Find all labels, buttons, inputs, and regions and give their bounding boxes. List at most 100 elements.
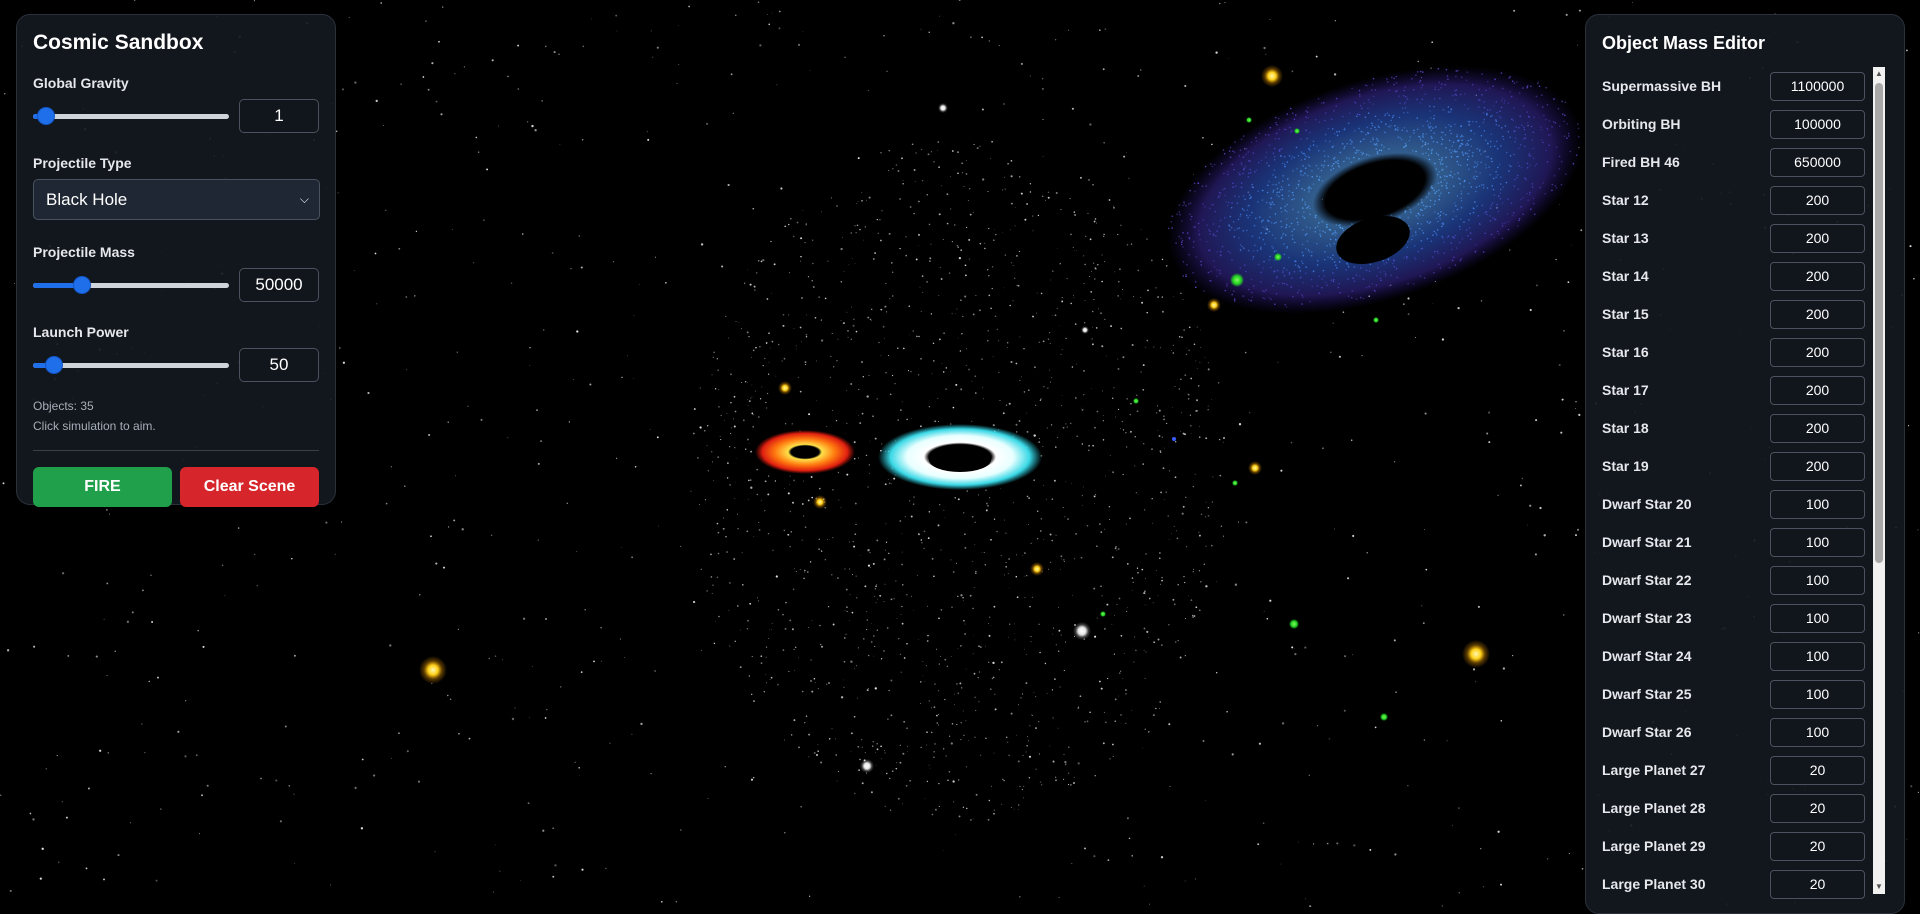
object-name: Large Planet 27 bbox=[1602, 762, 1706, 778]
green-planet bbox=[1294, 128, 1300, 134]
control-panel: Cosmic Sandbox Global Gravity 1 Projecti… bbox=[16, 14, 336, 507]
object-mass-input[interactable]: 200 bbox=[1770, 451, 1865, 481]
object-name: Dwarf Star 24 bbox=[1602, 648, 1692, 664]
white-star bbox=[938, 103, 948, 113]
slider-thumb[interactable] bbox=[45, 357, 62, 373]
mass-row: Orbiting BH 100000 bbox=[1602, 105, 1865, 143]
aim-hint: Click simulation to aim. bbox=[33, 419, 156, 433]
green-planet bbox=[1373, 317, 1379, 323]
green-planet bbox=[1232, 480, 1238, 486]
object-mass-input[interactable]: 200 bbox=[1770, 375, 1865, 405]
white-star bbox=[860, 759, 874, 773]
launch-power-input[interactable]: 50 bbox=[239, 348, 319, 382]
launch-power-label: Launch Power bbox=[33, 324, 129, 340]
object-mass-input[interactable]: 100000 bbox=[1770, 109, 1865, 139]
yellow-star bbox=[419, 656, 447, 684]
green-planet bbox=[1133, 398, 1139, 404]
mass-row: Star 18 200 bbox=[1602, 409, 1865, 447]
projectile-mass-input[interactable]: 50000 bbox=[239, 268, 319, 302]
object-name: Large Planet 30 bbox=[1602, 876, 1706, 892]
object-name: Large Planet 28 bbox=[1602, 800, 1706, 816]
object-mass-input[interactable]: 1100000 bbox=[1770, 71, 1865, 101]
object-mass-input[interactable]: 200 bbox=[1770, 223, 1865, 253]
mass-row: Supermassive BH 1100000 bbox=[1602, 67, 1865, 105]
mass-row: Dwarf Star 24 100 bbox=[1602, 637, 1865, 675]
object-mass-input[interactable]: 20 bbox=[1770, 831, 1865, 861]
green-planet bbox=[1380, 713, 1388, 721]
chevron-down-icon: ⌵ bbox=[299, 192, 309, 206]
projectile-type-select[interactable]: Black Hole ⌵ bbox=[33, 179, 320, 220]
mass-row: Fired BH 46 650000 bbox=[1602, 143, 1865, 181]
mass-row: Dwarf Star 23 100 bbox=[1602, 599, 1865, 637]
object-mass-input[interactable]: 200 bbox=[1770, 299, 1865, 329]
yellow-star bbox=[1248, 461, 1262, 475]
object-name: Star 16 bbox=[1602, 344, 1649, 360]
green-planet bbox=[1289, 619, 1299, 629]
object-name: Star 17 bbox=[1602, 382, 1649, 398]
slider-thumb[interactable] bbox=[74, 277, 91, 293]
green-planet bbox=[1274, 253, 1282, 261]
object-name: Dwarf Star 23 bbox=[1602, 610, 1692, 626]
gravity-input[interactable]: 1 bbox=[239, 99, 319, 133]
mass-row: Dwarf Star 20 100 bbox=[1602, 485, 1865, 523]
clear-scene-button[interactable]: Clear Scene bbox=[180, 467, 319, 507]
green-planet bbox=[1230, 273, 1244, 287]
projectile-type-value: Black Hole bbox=[46, 189, 128, 209]
gravity-slider[interactable] bbox=[33, 99, 229, 133]
yellow-star bbox=[813, 495, 827, 509]
object-name: Star 13 bbox=[1602, 230, 1649, 246]
object-mass-input[interactable]: 200 bbox=[1770, 185, 1865, 215]
divider bbox=[33, 450, 319, 451]
scroll-up-icon[interactable]: ▲ bbox=[1875, 69, 1883, 78]
object-name: Supermassive BH bbox=[1602, 78, 1722, 94]
yellow-star bbox=[1030, 562, 1044, 576]
black-hole-core bbox=[796, 449, 816, 457]
projectile-type-label: Projectile Type bbox=[33, 155, 132, 171]
object-mass-input[interactable]: 100 bbox=[1770, 679, 1865, 709]
projectile-mass-slider[interactable] bbox=[33, 268, 229, 302]
object-mass-input[interactable]: 200 bbox=[1770, 413, 1865, 443]
scroll-down-icon[interactable]: ▼ bbox=[1875, 882, 1883, 891]
mass-row: Star 15 200 bbox=[1602, 295, 1865, 333]
object-name: Star 14 bbox=[1602, 268, 1649, 284]
object-mass-input[interactable]: 200 bbox=[1770, 337, 1865, 367]
object-mass-input[interactable]: 20 bbox=[1770, 793, 1865, 823]
green-planet bbox=[1100, 611, 1106, 617]
mass-row: Dwarf Star 26 100 bbox=[1602, 713, 1865, 751]
mass-row: Star 14 200 bbox=[1602, 257, 1865, 295]
mass-editor-panel: Object Mass Editor Supermassive BH 110000… bbox=[1585, 14, 1905, 914]
object-name: Star 19 bbox=[1602, 458, 1649, 474]
mass-list-scrollbar[interactable]: ▲ ▼ bbox=[1873, 67, 1885, 894]
slider-thumb[interactable] bbox=[38, 108, 55, 124]
black-hole-core bbox=[1336, 216, 1410, 264]
green-planet bbox=[1246, 117, 1252, 123]
projectile-mass-label: Projectile Mass bbox=[33, 244, 135, 260]
object-name: Dwarf Star 22 bbox=[1602, 572, 1692, 588]
object-mass-input[interactable]: 650000 bbox=[1770, 147, 1865, 177]
object-mass-input[interactable]: 100 bbox=[1770, 717, 1865, 747]
object-mass-input[interactable]: 20 bbox=[1770, 755, 1865, 785]
object-mass-input[interactable]: 100 bbox=[1770, 641, 1865, 671]
object-name: Dwarf Star 21 bbox=[1602, 534, 1692, 550]
object-mass-input[interactable]: 100 bbox=[1770, 489, 1865, 519]
launch-power-slider[interactable] bbox=[33, 348, 229, 382]
object-name: Dwarf Star 25 bbox=[1602, 686, 1692, 702]
mass-row: Large Planet 27 20 bbox=[1602, 751, 1865, 789]
mass-row: Large Planet 28 20 bbox=[1602, 789, 1865, 827]
scrollbar-thumb[interactable] bbox=[1875, 83, 1883, 563]
mass-row: Star 19 200 bbox=[1602, 447, 1865, 485]
object-count: Objects: 35 bbox=[33, 399, 94, 413]
object-mass-input[interactable]: 100 bbox=[1770, 565, 1865, 595]
object-mass-input[interactable]: 20 bbox=[1770, 869, 1865, 899]
object-name: Large Planet 29 bbox=[1602, 838, 1706, 854]
mass-row: Large Planet 29 20 bbox=[1602, 827, 1865, 865]
fire-button[interactable]: FIRE bbox=[33, 467, 172, 507]
object-name: Fired BH 46 bbox=[1602, 154, 1680, 170]
object-mass-input[interactable]: 100 bbox=[1770, 603, 1865, 633]
object-mass-input[interactable]: 200 bbox=[1770, 261, 1865, 291]
mass-row: Dwarf Star 21 100 bbox=[1602, 523, 1865, 561]
object-mass-input[interactable]: 100 bbox=[1770, 527, 1865, 557]
object-name: Star 18 bbox=[1602, 420, 1649, 436]
yellow-star bbox=[1261, 65, 1283, 87]
yellow-star bbox=[1462, 640, 1490, 668]
